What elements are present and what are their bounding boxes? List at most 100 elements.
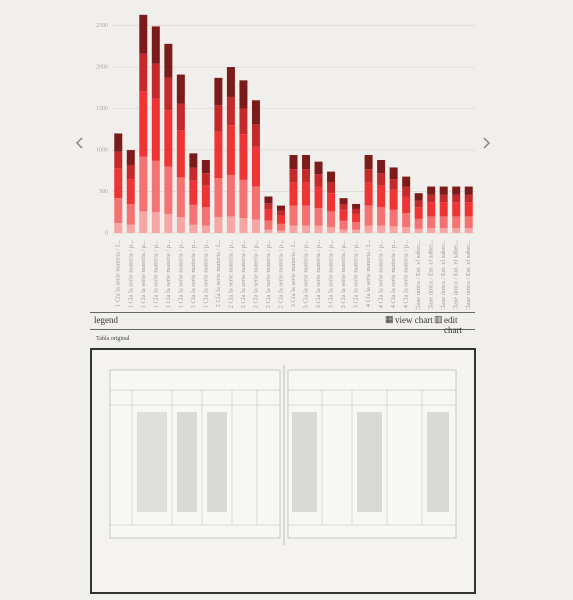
bar-segment: [464, 186, 473, 195]
bar-segment: [352, 203, 361, 209]
view-chart[interactable]: view chart: [395, 315, 433, 325]
bar-segment: [251, 219, 260, 233]
edit-chart[interactable]: edit chart: [444, 315, 462, 335]
bar-segment: [464, 216, 473, 229]
bar-segment: [214, 77, 223, 106]
x-tick-label: 1 Cía la serie materia / p...: [190, 240, 197, 309]
bar-segment: [226, 125, 235, 175]
bar-segment: [402, 196, 411, 214]
x-tick-label: 3 Cía la serie materia / p...: [328, 240, 335, 309]
bar-segment: [201, 173, 210, 186]
bar-segment: [114, 133, 123, 152]
x-tick-label: Clase única / Est. el saber...: [465, 240, 472, 310]
bar-segment: [151, 63, 160, 99]
x-tick-label: 2 Cía la serie materia / p...: [265, 240, 272, 309]
bar-segment: [464, 194, 473, 203]
x-tick-label: 1 Cía la serie materia / p...: [152, 240, 159, 309]
bar-segment: [126, 164, 135, 180]
bar-segment: [151, 160, 160, 213]
bar-segment: [164, 110, 173, 167]
bar-segment: [427, 186, 436, 195]
prev-arrow[interactable]: [75, 137, 83, 149]
x-tick-label: Clase única / Est. el saber...: [428, 240, 435, 310]
edit-icon: ▥: [434, 314, 443, 324]
bar-segment: [264, 196, 273, 204]
bar-segment: [352, 229, 361, 233]
bar-segment: [276, 205, 285, 211]
next-arrow[interactable]: [483, 137, 491, 149]
bar-segment: [377, 225, 386, 233]
bar-segment: [126, 224, 135, 233]
bar-segment: [302, 169, 311, 183]
bar-segment: [176, 103, 185, 131]
bar-segment: [439, 186, 448, 195]
bar-segment: [251, 146, 260, 187]
bar-segment: [402, 213, 411, 228]
bar-segment: [201, 207, 210, 226]
original-image: [90, 348, 476, 594]
bar-segment: [339, 198, 348, 204]
x-tick-label: 1 Cía la serie materia / p...: [140, 240, 147, 309]
bar-segment: [289, 225, 298, 233]
bar-segment: [352, 222, 361, 230]
bar-segment: [314, 208, 323, 226]
y-tick-label: 1000: [96, 147, 108, 153]
bar-segment: [414, 207, 423, 219]
bar-segment: [414, 228, 423, 233]
bar-segment: [427, 194, 436, 203]
bar-segment: [364, 155, 373, 170]
bar-segment: [327, 182, 336, 194]
bar-segment: [239, 179, 248, 219]
legend-bar: legend ▦ view chart ▥ edit chart: [90, 312, 475, 335]
bar-segment: [364, 225, 373, 233]
x-tick-label: 4 Cía la serie materia / p...: [378, 240, 385, 309]
bar-segment: [377, 185, 386, 208]
bar-segment: [276, 215, 285, 224]
bar-segment: [151, 26, 160, 64]
y-tick-label: 500: [99, 189, 108, 195]
bar-segment: [414, 200, 423, 208]
y-tick-label: 0: [105, 230, 108, 236]
x-tick-label: 1 Cía la serie materia / p...: [177, 240, 184, 309]
bar-segment: [139, 14, 148, 54]
bar-segment: [339, 209, 348, 221]
x-tick-label: 4 Cía la serie materia / p...: [403, 240, 410, 309]
bar-segment: [139, 211, 148, 233]
bar-segment: [164, 77, 173, 111]
bar-segment: [389, 226, 398, 233]
bar-segment: [214, 131, 223, 179]
bar-segment: [377, 159, 386, 174]
bar-segment: [414, 218, 423, 229]
bar-segment: [327, 171, 336, 183]
bar-segment: [139, 53, 148, 92]
bar-segment: [164, 43, 173, 78]
x-tick-label: 2 Cía la serie materia / p...: [240, 240, 247, 309]
bar-segment: [151, 212, 160, 233]
x-tick-label: 2 Cía la serie materia / p...: [277, 240, 284, 309]
x-tick-label: 2 Cía la serie materia / p...: [252, 240, 259, 309]
bar-segment: [402, 186, 411, 197]
x-tick-label: 3 Cía la serie materia / p...: [315, 240, 322, 309]
bar-segment: [464, 228, 473, 233]
x-tick-label: Clase única / Est. el saber...: [453, 240, 460, 310]
bar-segment: [402, 176, 411, 187]
bar-segment: [251, 124, 260, 147]
bar-segment: [414, 193, 423, 201]
bar-segment: [427, 202, 436, 217]
bar-segment: [352, 213, 361, 223]
bar-segment: [402, 227, 411, 233]
x-tick-label: 4 Cía la serie materia / f...: [365, 240, 372, 308]
original-title: Tabla original: [96, 336, 130, 342]
bar-segment: [264, 209, 273, 221]
bar-segment: [201, 159, 210, 174]
x-tick-label: Clase única / Est. el saber...: [440, 240, 447, 310]
bar-segment: [452, 194, 461, 203]
bar-segment: [452, 228, 461, 233]
x-tick-label: 3 Cía la serie materia / p...: [303, 240, 310, 309]
legend-toggle[interactable]: legend: [94, 315, 118, 325]
bar-segment: [189, 180, 198, 205]
bar-segment: [427, 228, 436, 233]
bar-segment: [201, 185, 210, 208]
bar-segment: [452, 186, 461, 195]
bar-segment: [464, 202, 473, 217]
